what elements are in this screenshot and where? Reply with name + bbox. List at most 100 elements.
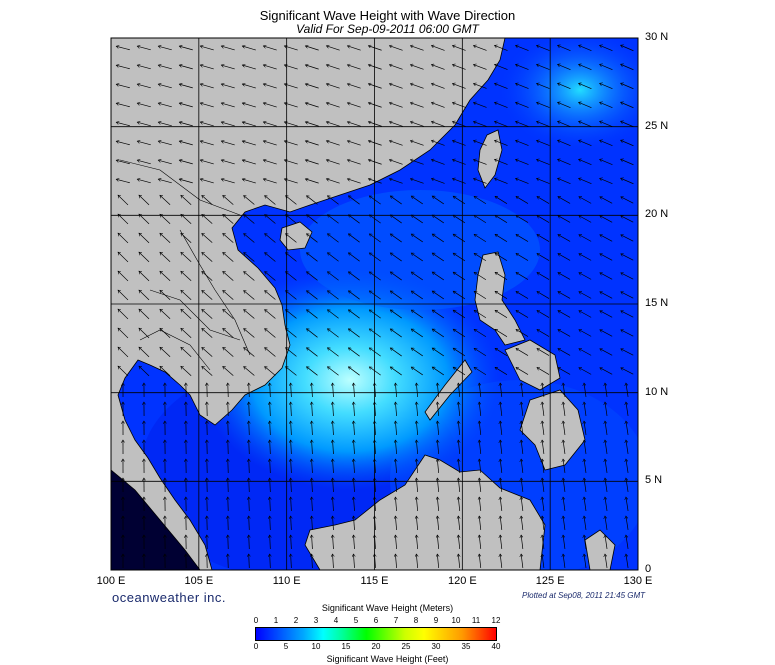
wave-arrow [452,46,466,51]
wave-arrow [584,554,587,568]
wave-arrow [579,102,592,109]
wave-arrow [327,215,339,224]
wave-arrow [263,46,277,51]
wave-arrow [453,309,466,319]
colorbar-feet-tick: 25 [401,642,411,651]
wave-arrow [579,235,592,242]
wave-arrow [305,103,319,108]
wave-arrow [563,440,566,454]
wave-arrow [542,459,545,473]
wave-arrow [500,535,502,549]
wave-arrow [200,84,214,89]
wave-arrow [181,233,192,243]
wave-arrow [411,253,423,262]
wave-arrow [179,46,193,51]
wave-arrow [327,291,339,300]
wave-arrow [263,84,277,89]
wave-arrow [395,554,396,569]
wave-arrow [494,140,508,146]
wave-arrow [353,440,354,455]
wave-arrow [542,554,545,568]
wave-arrow [558,45,571,51]
wave-arrow [223,366,234,376]
wave-arrow [369,348,381,357]
wave-arrow [626,535,629,549]
wave-arrow [584,421,587,435]
wave-arrow [600,311,613,318]
wave-arrow [348,367,360,376]
latitude-label: 0 [645,563,652,575]
wave-arrow [605,516,608,530]
wave-arrow [563,478,566,492]
wave-arrow [495,367,508,375]
wave-arrow [326,103,340,108]
wave-arrow [221,179,235,184]
wave-arrow [242,179,256,184]
wave-arrow [453,347,466,357]
wave-arrow [416,383,417,398]
wave-arrow [600,273,613,280]
wave-arrow [395,459,396,474]
wave-arrow [432,234,445,243]
wave-arrow [181,195,192,205]
wave-arrow [347,103,361,108]
wave-arrow [179,122,193,127]
wave-arrow [270,554,271,569]
colorbar-meter-tick: 9 [433,616,439,625]
wave-arrow [479,554,481,568]
wave-arrow [626,516,629,530]
wave-arrow [369,367,381,376]
wave-arrow [494,64,508,70]
wave-arrow [244,309,255,319]
wave-arrow [244,252,255,262]
wave-arrow [265,234,276,243]
wave-arrow [116,160,130,165]
wave-arrow [249,383,250,398]
wave-arrow [263,122,277,127]
wave-arrow [179,141,193,146]
wave-arrow [437,383,438,398]
wave-arrow [536,178,550,184]
wave-arrow [200,179,214,184]
wave-arrow [348,291,360,300]
wave-arrow [474,271,487,281]
wave-arrow [221,46,235,51]
wave-arrow [584,402,587,416]
wave-arrow [326,65,340,70]
wave-arrow [495,291,508,299]
wave-arrow [558,178,571,184]
wave-arrow [558,235,571,242]
wave-arrow [453,252,466,262]
wave-arrow [605,554,608,568]
brand-logo-text: oceanweather inc. [112,590,227,605]
wave-arrow [516,234,529,242]
wave-arrow [200,160,214,165]
wave-arrow [600,368,613,375]
wave-arrow [453,290,466,300]
wave-arrow [333,459,334,474]
wave-arrow [286,272,297,281]
wave-arrow [474,233,487,243]
wave-arrow [390,348,402,357]
wave-arrow [249,459,250,474]
wave-arrow [453,195,466,205]
wave-arrow [200,141,214,146]
wave-arrow [621,102,634,109]
wave-arrow [563,535,566,549]
wave-arrow [347,179,361,184]
longitude-label: 110 E [272,575,301,587]
wave-arrow [389,160,403,165]
wave-arrow [270,535,271,550]
colorbar-title-feet: Significant Wave Height (Feet) [326,654,449,664]
longitude-label: 100 E [96,575,126,587]
wave-arrow [410,122,424,127]
wave-arrow [431,84,445,89]
wave-arrow [432,196,445,205]
wave-arrow [369,329,381,338]
wave-arrow [179,160,193,165]
wave-arrow [139,233,150,244]
wave-arrow [605,478,608,492]
wave-arrow [500,516,502,530]
wave-arrow [416,440,417,455]
wave-arrow [558,292,571,299]
